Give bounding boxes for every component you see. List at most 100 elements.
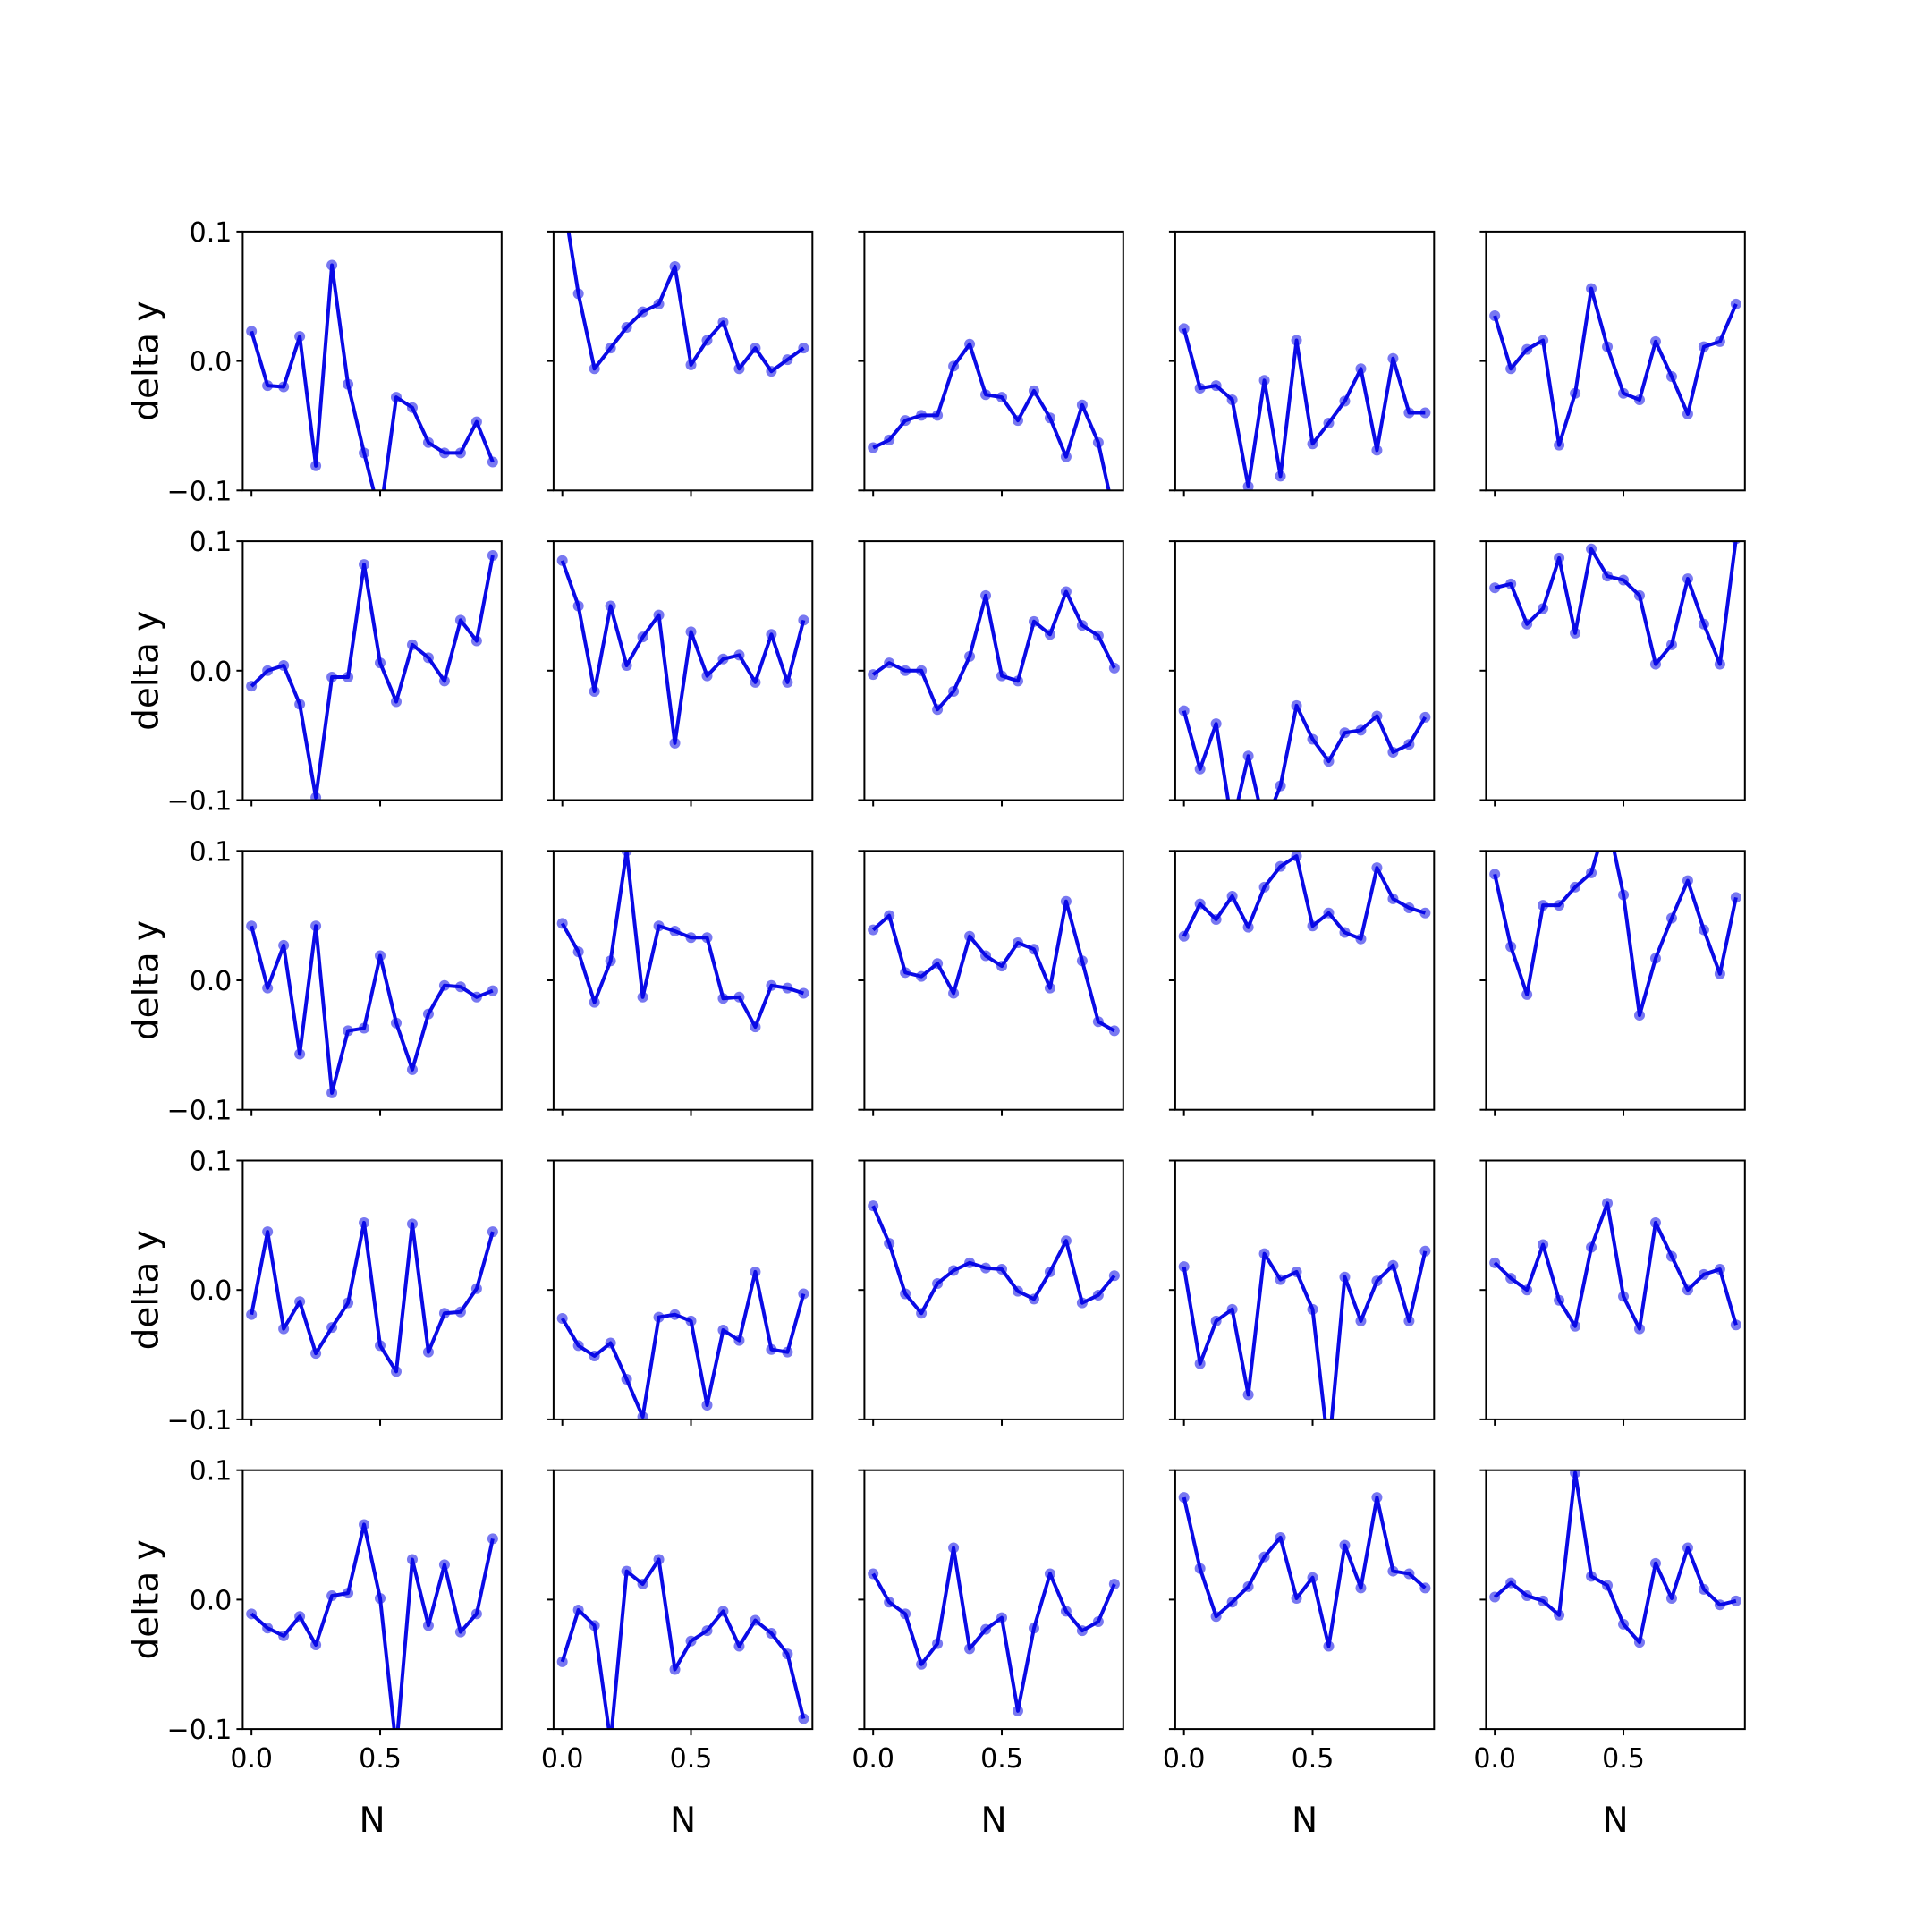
data-point (343, 1025, 354, 1037)
data-point (605, 1337, 616, 1349)
data-point (1258, 1248, 1270, 1259)
data-point (637, 991, 648, 1003)
data-point (637, 1411, 648, 1419)
data-point (1682, 1284, 1693, 1296)
data-point (390, 392, 402, 403)
data-point (294, 1611, 306, 1623)
data-point (1649, 1216, 1661, 1228)
data-point (1554, 439, 1565, 451)
data-point (1586, 543, 1597, 555)
data-point (750, 1266, 761, 1277)
data-point (454, 614, 466, 626)
data-point (605, 600, 616, 612)
data-point (1355, 363, 1367, 375)
data-point (359, 447, 370, 459)
data-point (310, 920, 322, 932)
data-point (454, 981, 466, 993)
data-point (1355, 1315, 1367, 1326)
data-line (1493, 1470, 1737, 1645)
data-point (932, 1277, 944, 1289)
subplot (1168, 540, 1436, 831)
data-point (1586, 1571, 1597, 1582)
data-point (1307, 920, 1318, 932)
data-point (766, 366, 777, 377)
data-point (1076, 399, 1088, 411)
data-point (1210, 380, 1222, 392)
data-point (1339, 1539, 1351, 1551)
data-point (470, 635, 482, 647)
data-point (1060, 1606, 1072, 1617)
data-point (1419, 1582, 1431, 1594)
data-point (964, 1643, 976, 1655)
data-point (278, 381, 290, 393)
y-axis-label: delta y (126, 1539, 166, 1659)
data-line (872, 342, 1111, 491)
data-point (262, 982, 274, 994)
data-point (1242, 480, 1254, 491)
subplot (547, 540, 814, 807)
data-line (1494, 541, 1738, 666)
data-point (1731, 541, 1741, 545)
data-point (359, 1216, 370, 1228)
data-point (701, 1625, 713, 1637)
data-point (900, 967, 911, 979)
subplot (858, 540, 1124, 807)
data-point (572, 600, 584, 612)
data-point (653, 1311, 665, 1323)
x-axis-label: N (670, 1801, 696, 1841)
subplot (547, 1159, 814, 1426)
data-point (390, 1366, 402, 1377)
data-point (1521, 1284, 1533, 1296)
data-point (422, 436, 434, 448)
data-point (884, 657, 895, 669)
data-point (1044, 982, 1055, 994)
data-point (1194, 763, 1206, 775)
data-point (653, 298, 665, 309)
data-point (1538, 603, 1549, 614)
data-point (733, 1335, 745, 1346)
data-point (1419, 711, 1431, 723)
subplot (1479, 1159, 1746, 1426)
data-point (1275, 1531, 1286, 1543)
data-point (1649, 335, 1661, 347)
data-point (1489, 1591, 1501, 1603)
data-point (1178, 323, 1190, 335)
data-point (1258, 881, 1270, 893)
data-line (560, 1557, 806, 1730)
data-point (1339, 395, 1351, 407)
data-point (1307, 1303, 1318, 1315)
data-point (1505, 363, 1517, 375)
data-point (1226, 1303, 1238, 1315)
data-point (717, 317, 729, 328)
subplot (547, 850, 814, 1116)
data-point (996, 1264, 1008, 1275)
axes-frame (1485, 540, 1746, 801)
data-line (250, 1522, 495, 1730)
data-point (406, 1554, 418, 1565)
data-point (1275, 1274, 1286, 1285)
data-point (1633, 1637, 1645, 1648)
y-tick-label: 0.0 (190, 966, 233, 997)
data-point (294, 1296, 306, 1308)
data-point (1259, 820, 1270, 831)
data-point (1028, 944, 1039, 955)
data-point (1258, 375, 1270, 386)
data-point (310, 460, 322, 471)
data-point (964, 930, 976, 942)
data-point (343, 672, 354, 683)
x-tick-label: 0.5 (1602, 1743, 1645, 1775)
data-line (560, 851, 804, 1030)
data-point (996, 392, 1008, 403)
data-point (1538, 900, 1549, 911)
data-point (422, 1620, 434, 1631)
data-point (1633, 1010, 1645, 1021)
x-tick-label: 0.5 (670, 1743, 713, 1775)
data-point (454, 1626, 466, 1638)
data-line (566, 231, 805, 374)
data-point (589, 363, 600, 375)
x-axis-label: N (360, 1801, 386, 1841)
data-point (1323, 1446, 1334, 1457)
data-point (980, 389, 992, 401)
data-point (470, 1283, 482, 1294)
data-point (1323, 418, 1335, 429)
